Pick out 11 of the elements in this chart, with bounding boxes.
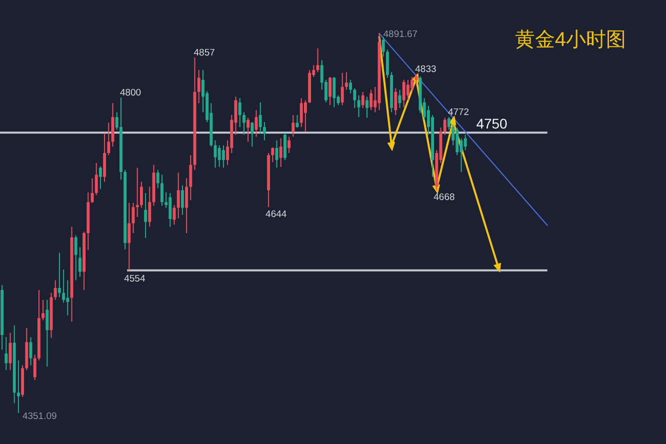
text: 4857 bbox=[194, 47, 215, 58]
text: 4800 bbox=[120, 87, 142, 98]
text: 4644 bbox=[266, 209, 287, 220]
ref-line-label: 4750 bbox=[476, 116, 508, 132]
text: 4772 bbox=[448, 107, 470, 118]
ref-line-label: 4554 bbox=[124, 273, 146, 284]
text: 4351.09 bbox=[22, 411, 57, 422]
text: 4891.67 bbox=[383, 29, 418, 40]
text: 4833 bbox=[415, 64, 436, 76]
text: 4668 bbox=[434, 192, 455, 204]
chart-title: 黄金4小时图 bbox=[514, 29, 626, 51]
